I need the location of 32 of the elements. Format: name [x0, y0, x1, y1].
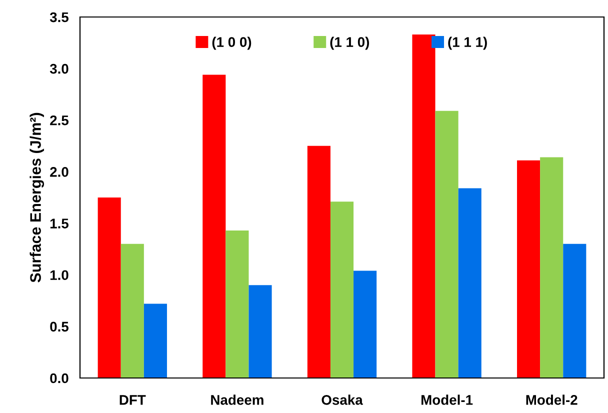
bar [226, 230, 249, 378]
y-tick-label: 3.5 [50, 12, 69, 22]
bar [330, 202, 354, 378]
bar [435, 110, 458, 378]
y-tick-label: 0.5 [50, 322, 69, 332]
x-tick-label: Model-2 [526, 394, 578, 405]
y-axis-title: Surface Energies (J/m²) [30, 112, 44, 282]
x-tick-label: Nadeem [211, 394, 264, 405]
legend-label: (1 1 0) [330, 36, 370, 50]
bar [354, 270, 377, 378]
bar [540, 157, 564, 378]
bar [563, 244, 586, 378]
y-tick-label: 1.0 [50, 270, 68, 280]
bar [412, 34, 436, 378]
bar [517, 160, 540, 378]
y-tick-label: 1.5 [50, 218, 69, 228]
bar [248, 285, 272, 378]
bar [458, 188, 482, 378]
y-tick-label: 2.5 [50, 115, 69, 126]
legend-label: (1 1 1) [448, 36, 487, 50]
x-tick-label: Osaka [322, 394, 363, 405]
bar [144, 304, 167, 378]
bar [98, 198, 121, 378]
y-tick-label: 3.0 [50, 64, 68, 74]
y-tick-label: 0.0 [50, 373, 68, 384]
bar [307, 146, 330, 378]
y-tick-label: 2.0 [50, 167, 68, 177]
bar [120, 244, 144, 378]
bar [202, 74, 226, 378]
x-tick-label: Model-1 [421, 394, 473, 405]
x-tick-label: DFT [120, 395, 146, 405]
legend-label: (1 0 0) [212, 36, 252, 50]
